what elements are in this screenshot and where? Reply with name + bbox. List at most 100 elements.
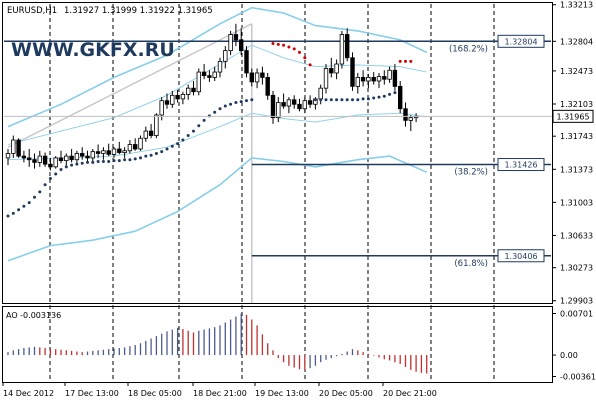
sar-point-25: [139, 156, 142, 160]
candles: [5, 23, 419, 171]
price-tick-label-8: 1.30633: [560, 231, 593, 240]
trend-line-segment: [7, 23, 253, 148]
sar-point-2: [17, 208, 21, 212]
time-axis: 14 Dec 2012 17 Dec 13:00 18 Dec 05:00 18 De…: [2, 382, 437, 398]
candle-body-25: [138, 137, 143, 150]
candle-body-47: [254, 72, 260, 83]
sar-point-35: [192, 129, 195, 133]
sar-point-32: [176, 142, 180, 146]
sar-point-48: [276, 42, 280, 46]
sar-point-6: [38, 190, 42, 194]
sar-point-24: [133, 157, 137, 161]
fib-price-label-1: 1.31426: [504, 161, 537, 170]
sar-point-57: [324, 98, 328, 102]
sar-point-53: [303, 56, 307, 60]
sar-point-3: [22, 204, 26, 208]
sar-point-70: [393, 91, 397, 95]
sar-point-56: [319, 98, 323, 102]
ao-histogram: [7, 313, 428, 374]
candle-body-4: [26, 157, 32, 161]
sar-point-28: [154, 151, 158, 155]
candle-body-50: [270, 94, 276, 119]
sar-point-68: [382, 94, 386, 98]
sar-point-60: [340, 98, 344, 102]
candle-body-62: [334, 63, 339, 74]
sar-point-58: [329, 98, 333, 102]
candle-body-57: [307, 100, 313, 105]
ao-label: AO -0.003136: [6, 311, 61, 320]
candle-body-24: [132, 144, 138, 150]
sar-point-34: [186, 134, 190, 138]
sar-point-20: [112, 159, 116, 163]
candle-body-52: [281, 102, 286, 107]
candle-body-69: [371, 77, 376, 82]
sar-point-9: [54, 172, 58, 176]
price-tick-label-10: 1.29903: [560, 297, 593, 306]
candle-body-20: [111, 148, 117, 155]
ao-tick-label-0: 0.00701: [560, 310, 593, 319]
sar-point-10: [59, 168, 63, 172]
sar-point-16: [91, 160, 95, 164]
candle-body-29: [159, 100, 164, 116]
candle-body-22: [122, 150, 127, 153]
sar-point-65: [366, 97, 370, 101]
sar-point-23: [128, 158, 132, 162]
candle-body-36: [196, 71, 201, 93]
price-tick-label-1: 1.32804: [560, 37, 593, 46]
ohlc-values: 1.31927 1.31999 1.31922 1.31965: [64, 6, 213, 16]
time-tick-label-6: 20 Dec 21:00: [383, 389, 437, 398]
candle-body-76: [408, 117, 413, 121]
price-tick-label-0: 1.33213: [560, 1, 593, 10]
sar-point-5: [33, 195, 36, 199]
sar-point-67: [377, 95, 381, 99]
candle-body-59: [318, 87, 323, 100]
sar-point-15: [86, 160, 89, 164]
sar-point-37: [202, 118, 206, 122]
sar-point-69: [388, 92, 392, 96]
candle-body-71: [382, 76, 387, 80]
candle-body-41: [223, 50, 228, 62]
sar-point-45: [245, 99, 248, 103]
sar-point-72: [404, 59, 407, 63]
candle-body-19: [106, 150, 111, 155]
ao-panel-frame: [2, 306, 553, 383]
sar-point-46: [250, 98, 254, 102]
price-axis: 1.33213 1.32804 1.32473 1.32103 1.31965 1.317…: [4, 1, 594, 306]
candle-body-63: [339, 34, 345, 65]
sar-point-11: [64, 165, 68, 169]
fib-label-1: (38.2%): [454, 168, 488, 178]
sar-point-40: [218, 107, 222, 111]
candle-body-60: [323, 68, 329, 89]
envelope-upper-outer: [7, 6, 428, 128]
price-tick-label-7: 1.31003: [560, 198, 593, 207]
price-tick-label-9: 1.30273: [560, 264, 593, 273]
candle-body-61: [329, 68, 334, 74]
candle-body-67: [360, 77, 366, 82]
sar-point-33: [181, 138, 185, 142]
candle-body-42: [228, 34, 233, 52]
fib-label-0: (168.2%): [449, 44, 488, 54]
candle-body-27: [148, 130, 154, 136]
sar-point-19: [107, 159, 111, 163]
time-tick-label-0: 14 Dec 2012: [3, 389, 54, 398]
sar-point-64: [361, 97, 365, 101]
chart-symbol: EURUSD,H1: [7, 6, 57, 16]
candle-body-73: [392, 69, 398, 87]
candle-body-75: [403, 108, 408, 121]
sar-point-39: [213, 110, 217, 114]
time-tick-label-5: 20 Dec 05:00: [319, 389, 373, 398]
candle-body-11: [64, 155, 69, 162]
sar-point-71: [398, 59, 402, 63]
sar-point-51: [292, 47, 296, 51]
ao-axis: 0.00701 0.00 -0.00361: [552, 310, 596, 382]
candle-body-8: [48, 163, 53, 168]
envelope-lower-inner: [7, 112, 427, 161]
candle-body-26: [143, 130, 148, 139]
sar-point-21: [117, 159, 121, 163]
fib-price-box-0: [497, 34, 545, 48]
ao-tick-label-1: 0.00: [560, 351, 578, 360]
candle-body-66: [355, 77, 360, 87]
candle-body-64: [344, 34, 350, 59]
sar-point-43: [234, 100, 238, 104]
